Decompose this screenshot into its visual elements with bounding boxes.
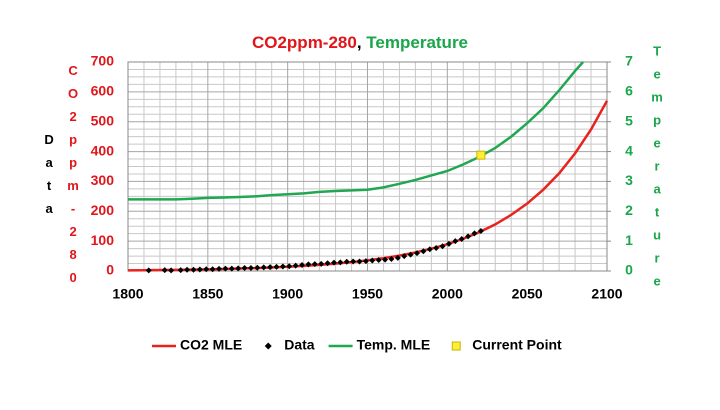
- data-point: [388, 256, 395, 263]
- data-point: [305, 261, 312, 268]
- y2-tick-label: 1: [625, 232, 633, 248]
- x-tick-label: 1800: [112, 286, 143, 302]
- y-tick-label: 700: [91, 53, 115, 69]
- data-point: [426, 246, 433, 253]
- x-tick-label: 1900: [272, 286, 303, 302]
- data-point: [177, 267, 184, 274]
- data-point: [452, 238, 459, 245]
- data-point: [273, 263, 280, 270]
- x-tick-label: 1950: [352, 286, 383, 302]
- data-point: [401, 253, 408, 260]
- data-point: [439, 243, 446, 250]
- data-point: [465, 233, 472, 240]
- data-point: [445, 240, 452, 247]
- x-tick-label: 2050: [512, 286, 543, 302]
- data-point: [209, 266, 216, 273]
- data-point: [458, 236, 465, 243]
- data-point: [394, 254, 401, 261]
- data-point: [375, 256, 382, 263]
- data-point: [477, 227, 484, 234]
- y-tick-label: 200: [91, 202, 115, 218]
- data-point: [279, 263, 286, 270]
- y2-tick-label: 6: [625, 83, 633, 99]
- title-part: Temperature: [366, 33, 468, 52]
- data-point: [362, 258, 369, 265]
- chart-title: CO2ppm-280, Temperature: [252, 33, 468, 52]
- data-point: [168, 267, 175, 274]
- data-point: [161, 267, 168, 274]
- data-point: [267, 264, 274, 271]
- x-tick-label: 2000: [432, 286, 463, 302]
- legend-marker: [264, 342, 272, 350]
- title-part: ,: [357, 33, 366, 52]
- data-point: [356, 258, 363, 265]
- data-point: [228, 265, 235, 272]
- y2-tick-label: 0: [625, 262, 633, 278]
- data-point: [324, 260, 331, 267]
- data-point: [407, 251, 414, 258]
- data-point: [433, 245, 440, 252]
- data-point: [318, 260, 325, 267]
- x-tick-label: 1850: [192, 286, 223, 302]
- data-point: [413, 250, 420, 257]
- plot-border: [127, 61, 608, 272]
- y-axis-label: Data: [42, 132, 57, 224]
- data-point: [369, 257, 376, 264]
- data-point: [299, 262, 306, 269]
- data-point: [235, 265, 242, 272]
- legend-label: Temp. MLE: [357, 337, 431, 353]
- title-part: CO2ppm-280: [252, 33, 357, 52]
- y-tick-label: 0: [106, 262, 114, 278]
- data-point: [203, 266, 210, 273]
- data-point: [350, 258, 357, 265]
- y-tick-label: 400: [91, 142, 115, 158]
- data-point: [241, 265, 248, 272]
- legend-label: Current Point: [472, 337, 562, 353]
- data-point: [222, 265, 229, 272]
- y2-tick-label: 3: [625, 172, 633, 188]
- series-line: [128, 61, 584, 201]
- data-point: [311, 261, 318, 268]
- data-point: [145, 267, 152, 274]
- data-point: [247, 265, 254, 272]
- data-point: [343, 258, 350, 265]
- data-point: [337, 259, 344, 266]
- data-point: [184, 266, 191, 273]
- legend-label: CO2 MLE: [180, 337, 242, 353]
- x-tick-label: 2100: [591, 286, 622, 302]
- y-tick-label: 100: [91, 232, 115, 248]
- y2-tick-label: 7: [625, 53, 633, 69]
- y-tick-label: 500: [91, 112, 115, 128]
- y2-tick-label: 2: [625, 202, 633, 218]
- data-point: [286, 263, 293, 270]
- y-tick-label: 600: [91, 83, 115, 99]
- data-point: [330, 259, 337, 266]
- data-point: [196, 266, 203, 273]
- data-point: [254, 264, 261, 271]
- data-point: [471, 230, 478, 237]
- data-point: [260, 264, 267, 271]
- legend-label: Data: [284, 337, 315, 353]
- legend-marker: [451, 341, 461, 351]
- y-axis-label: CO2ppm-280: [66, 63, 81, 293]
- data-point: [190, 266, 197, 273]
- y2-axis-label: Temperature: [650, 44, 665, 297]
- data-point: [420, 248, 427, 255]
- y2-tick-label: 4: [625, 142, 633, 158]
- data-point: [292, 262, 299, 269]
- y-tick-label: 300: [91, 172, 115, 188]
- data-point: [382, 256, 389, 263]
- y2-tick-label: 5: [625, 112, 633, 128]
- data-point: [216, 265, 223, 272]
- current-point: [476, 150, 486, 160]
